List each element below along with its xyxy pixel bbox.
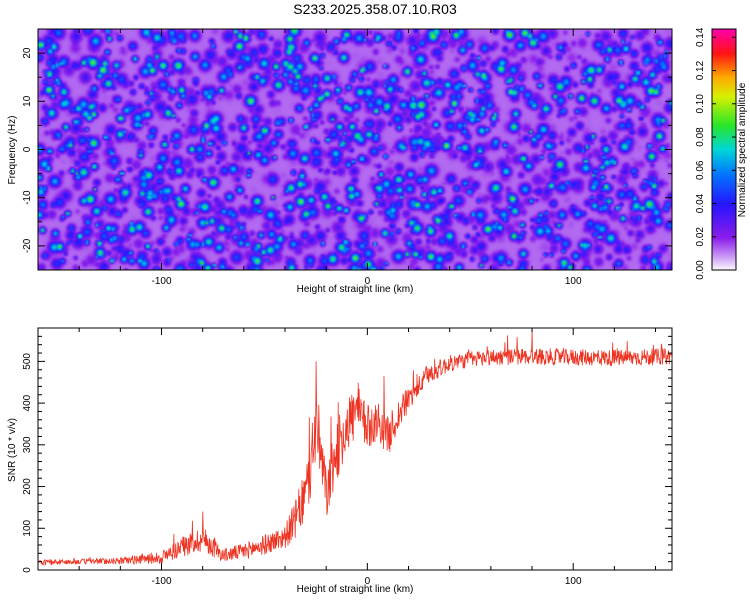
- bottom-y-tick-label: 300: [22, 436, 33, 453]
- top-x-axis-label: Height of straight line (km): [297, 284, 414, 295]
- bottom-x-axis-label: Height of straight line (km): [297, 584, 414, 595]
- top-y-tick-label: -10: [22, 190, 33, 205]
- colorbar-tick-label: 0.02: [695, 227, 706, 247]
- bottom-y-tick-label: 400: [22, 394, 33, 411]
- top-y-axis-label: Frequency (Hz): [7, 116, 18, 185]
- bottom-x-tick-label: 100: [565, 576, 582, 587]
- bottom-x-tick-label: -100: [151, 576, 171, 587]
- colorbar-label: Normalized spectral amplitude: [737, 82, 748, 217]
- top-panel-frame: [37, 28, 673, 271]
- top-y-tick-label: -20: [22, 238, 33, 253]
- chart-title: S233.2025.358.07.10.R03: [293, 1, 457, 17]
- bottom-y-axis-label: SNR (10 * v/v): [7, 418, 18, 482]
- colorbar-ticks: 0.00 0.02 0.04 0.06 0.08 0.10 0.12 0.14: [695, 27, 736, 280]
- spectrogram-heatmap: [38, 29, 672, 270]
- bottom-x-ticks: -100 0 100: [37, 328, 657, 587]
- bottom-y-tick-label: 0: [22, 567, 33, 573]
- bottom-panel-frame: [37, 327, 673, 571]
- top-x-tick-label: 100: [565, 276, 582, 287]
- top-y-tick-label: 20: [22, 47, 33, 59]
- colorbar-tick-label: 0.14: [695, 27, 706, 47]
- top-x-tick-label: 0: [365, 276, 371, 287]
- bottom-y-tick-label: 200: [22, 478, 33, 495]
- colorbar-tick-label: 0.00: [695, 260, 706, 280]
- bottom-y-tick-label: 500: [22, 353, 33, 370]
- bottom-y-ticks: 0 100 200 300 400 500: [22, 327, 672, 573]
- colorbar-frame: [711, 28, 737, 271]
- top-y-ticks: -20 -10 0 10 20: [22, 28, 672, 271]
- colorbar-tick-label: 0.10: [695, 94, 706, 114]
- top-y-tick-label: 10: [22, 95, 33, 107]
- colorbar-tick-label: 0.04: [695, 193, 706, 213]
- colorbar-tick-label: 0.06: [695, 160, 706, 180]
- colorbar-tick-label: 0.12: [695, 60, 706, 80]
- top-x-tick-label: -100: [151, 276, 171, 287]
- top-x-ticks: -100 0 100: [37, 29, 657, 287]
- bottom-x-tick-label: 0: [365, 576, 371, 587]
- colorbar-gradient: [712, 29, 736, 270]
- colorbar-tick-label: 0.08: [695, 127, 706, 147]
- snr-series-line: [37, 327, 673, 567]
- bottom-y-tick-label: 100: [22, 519, 33, 536]
- top-y-tick-label: 0: [22, 146, 33, 152]
